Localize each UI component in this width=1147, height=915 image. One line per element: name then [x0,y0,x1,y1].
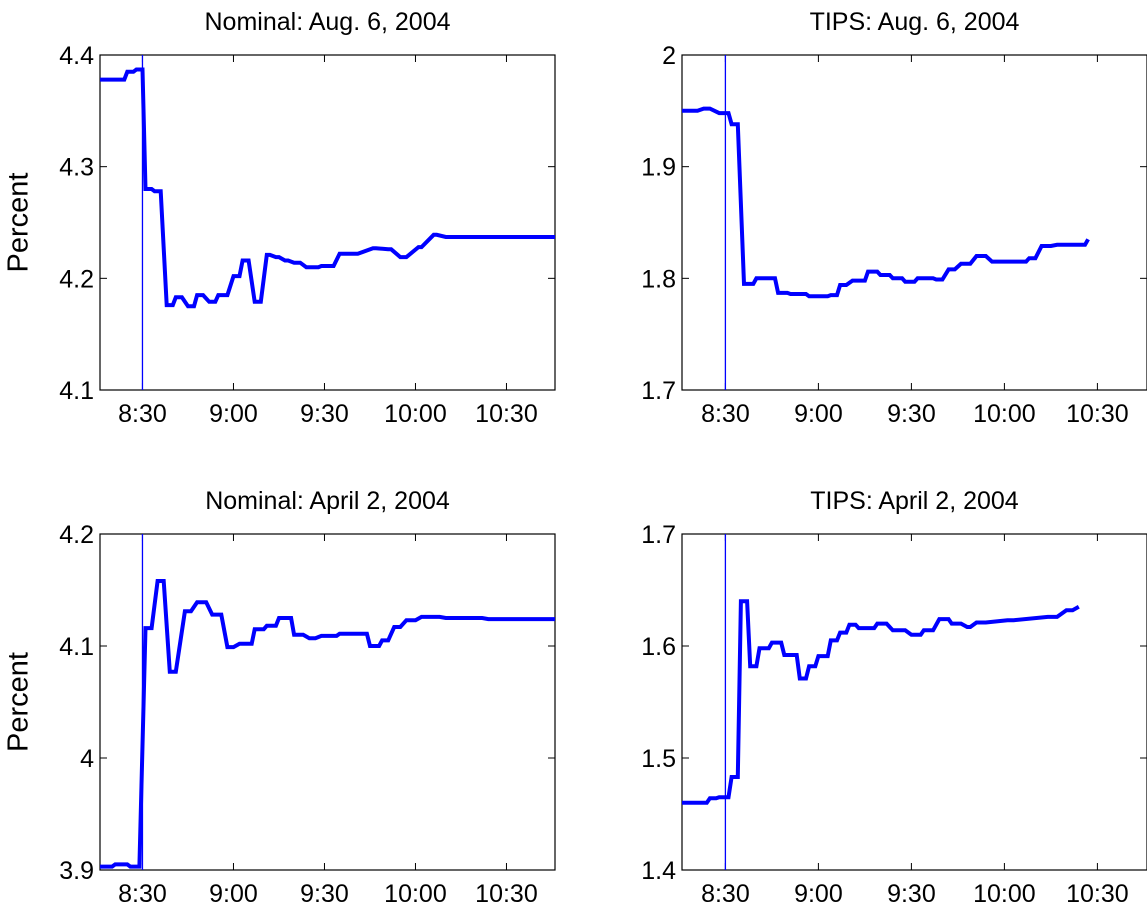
x-tick-label: 10:00 [384,880,447,908]
y-tick-label: 4.1 [59,633,94,661]
x-tick-label: 10:30 [475,880,538,908]
chart-title: TIPS: April 2, 2004 [810,487,1019,515]
x-tick-label: 8:30 [701,400,750,428]
x-tick-label: 9:00 [794,400,843,428]
series-line [682,106,1090,299]
y-tick-label: 1.5 [641,745,676,773]
x-tick-label: 10:30 [1066,880,1129,908]
series-line [682,599,1080,805]
y-axis-label: Percent [3,652,35,752]
chart-panel-2: 8:30 9:00 9:30 10:00 10:30 1.7 1.8 1.9 2 TIPS: Au… [641,8,1147,428]
axes-box [99,54,556,391]
y-tick-label: 4.4 [59,42,94,70]
y-tick-label: 3.9 [59,857,94,885]
x-tick-label: 9:30 [300,880,349,908]
y-tick-label: 1.7 [641,521,676,549]
x-tick-label: 9:30 [887,400,936,428]
x-tick-label: 10:30 [1066,400,1129,428]
y-tick-label: 1.7 [641,377,676,405]
chart-title: TIPS: Aug. 6, 2004 [810,8,1020,36]
x-tick-label: 9:00 [209,400,258,428]
x-tick-label: 9:30 [300,400,349,428]
axes-box [99,533,556,871]
y-tick-label: 2 [662,42,676,70]
y-tick-label: 1.6 [641,633,676,661]
y-tick-label: 4.1 [59,377,94,405]
x-tick-label: 10:00 [973,400,1036,428]
y-tick-label: 4.2 [59,521,94,549]
x-tick-label: 9:00 [794,880,843,908]
x-tick-label: 8:30 [701,880,750,908]
y-tick-label: 1.9 [641,154,676,182]
chart-panel-4: 8:30 9:00 9:30 10:00 10:30 1.4 1.5 1.6 1.7 TIPS: … [641,487,1147,908]
y-axis-label: Percent [3,173,35,273]
y-tick-label: 4.2 [59,265,94,293]
y-tick-label: 4 [80,745,94,773]
chart-title: Nominal: Aug. 6, 2004 [205,8,451,36]
axes-box [681,533,1147,871]
series-line [100,579,555,869]
chart-title: Nominal: April 2, 2004 [205,487,450,515]
x-tick-label: 9:30 [887,880,936,908]
axes-box [681,54,1147,391]
x-tick-label: 10:30 [475,400,538,428]
series-line [100,67,555,309]
x-tick-label: 8:30 [118,400,167,428]
x-tick-label: 8:30 [118,880,167,908]
x-tick-label: 10:00 [384,400,447,428]
x-tick-label: 9:00 [209,880,258,908]
chart-panel-3: 8:30 9:00 9:30 10:00 10:30 3.9 4 4.1 4.2 Nominal:… [3,487,556,908]
chart-panel-1: 8:30 9:00 9:30 10:00 10:30 4.1 4.2 4.3 4.4 Nomina… [3,8,556,428]
y-tick-label: 4.3 [59,154,94,182]
x-tick-label: 10:00 [973,880,1036,908]
y-tick-label: 1.4 [641,857,676,885]
y-tick-label: 1.8 [641,265,676,293]
